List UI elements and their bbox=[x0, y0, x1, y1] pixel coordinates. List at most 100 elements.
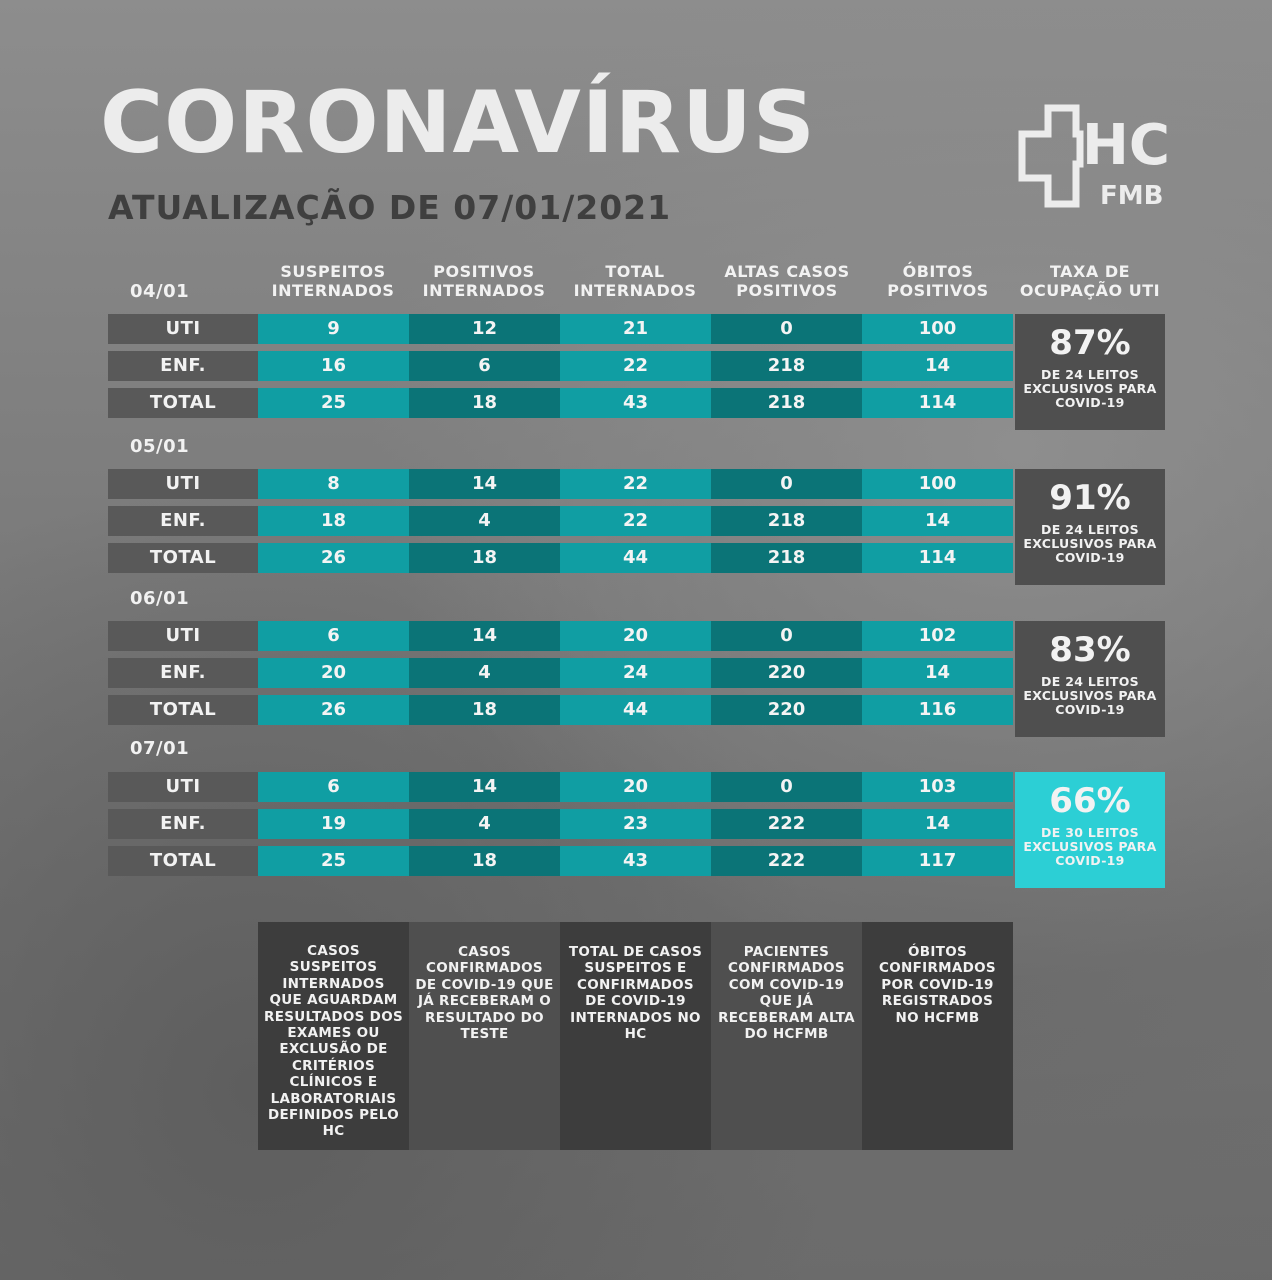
date-label: 07/01 bbox=[130, 738, 190, 759]
table-cell: 44 bbox=[560, 695, 711, 725]
table-cell: 14 bbox=[409, 469, 560, 499]
row-label: TOTAL bbox=[108, 388, 258, 418]
occupancy-percent: 66% bbox=[1049, 781, 1131, 821]
table-cell: 116 bbox=[862, 695, 1013, 725]
col-positivos-internados: POSITIVOS INTERNADOS bbox=[422, 262, 546, 300]
table-cell: 26 bbox=[258, 543, 409, 573]
occupancy-note: DE 24 LEITOS EXCLUSIVOS PARA COVID-19 bbox=[1023, 674, 1157, 717]
update-subtitle: ATUALIZAÇÃO DE 07/01/2021 bbox=[108, 188, 672, 227]
date-label: 04/01 bbox=[130, 281, 190, 302]
table-row: TOTAL 25 18 43 222 117 bbox=[108, 846, 1013, 876]
date-label: 05/01 bbox=[130, 436, 190, 457]
table-cell: 0 bbox=[711, 772, 862, 802]
row-label: UTI bbox=[108, 314, 258, 344]
table-cell: 114 bbox=[862, 543, 1013, 573]
table-cell: 19 bbox=[258, 809, 409, 839]
legend-total: TOTAL DE CASOS SUSPEITOS E CONFIRMADOS D… bbox=[560, 922, 711, 1150]
occupancy-box: 87% DE 24 LEITOS EXCLUSIVOS PARA COVID-19 bbox=[1015, 314, 1165, 430]
row-label: TOTAL bbox=[108, 846, 258, 876]
table-cell: 220 bbox=[711, 658, 862, 688]
table-cell: 24 bbox=[560, 658, 711, 688]
col-taxa-ocupacao-uti: TAXA DE OCUPAÇÃO UTI bbox=[1019, 262, 1161, 300]
table-cell: 20 bbox=[560, 772, 711, 802]
table-row: UTI 8 14 22 0 100 bbox=[108, 469, 1013, 499]
table-cell: 22 bbox=[560, 506, 711, 536]
table-row: ENF. 19 4 23 222 14 bbox=[108, 809, 1013, 839]
table-cell: 114 bbox=[862, 388, 1013, 418]
occupancy-note: DE 24 LEITOS EXCLUSIVOS PARA COVID-19 bbox=[1023, 522, 1157, 565]
table-cell: 18 bbox=[409, 695, 560, 725]
occupancy-box: 66% DE 30 LEITOS EXCLUSIVOS PARA COVID-19 bbox=[1015, 772, 1165, 888]
legend-suspeitos: CASOS SUSPEITOS INTERNADOS QUE AGUARDAM … bbox=[258, 922, 409, 1150]
table-cell: 220 bbox=[711, 695, 862, 725]
occupancy-percent: 91% bbox=[1049, 478, 1131, 518]
table-cell: 22 bbox=[560, 351, 711, 381]
row-label: ENF. bbox=[108, 658, 258, 688]
row-label: ENF. bbox=[108, 351, 258, 381]
table-cell: 12 bbox=[409, 314, 560, 344]
table-cell: 0 bbox=[711, 469, 862, 499]
table-cell: 218 bbox=[711, 543, 862, 573]
row-label: UTI bbox=[108, 621, 258, 651]
legend-altas: PACIENTES CONFIRMADOS COM COVID-19 QUE J… bbox=[711, 922, 862, 1150]
row-label: ENF. bbox=[108, 809, 258, 839]
table-cell: 6 bbox=[258, 772, 409, 802]
row-label: TOTAL bbox=[108, 695, 258, 725]
table-cell: 20 bbox=[560, 621, 711, 651]
table-cell: 25 bbox=[258, 846, 409, 876]
col-altas-casos-positivos: ALTAS CASOS POSITIVOS bbox=[724, 262, 850, 300]
col-suspeitos-internados: SUSPEITOS INTERNADOS bbox=[271, 262, 395, 300]
occupancy-box: 83% DE 24 LEITOS EXCLUSIVOS PARA COVID-19 bbox=[1015, 621, 1165, 737]
col-total-internados: TOTAL INTERNADOS bbox=[573, 262, 697, 300]
table-cell: 218 bbox=[711, 388, 862, 418]
table-cell: 43 bbox=[560, 846, 711, 876]
table-cell: 44 bbox=[560, 543, 711, 573]
table-cell: 117 bbox=[862, 846, 1013, 876]
table-row: TOTAL 26 18 44 220 116 bbox=[108, 695, 1013, 725]
table-row: UTI 9 12 21 0 100 bbox=[108, 314, 1013, 344]
table-cell: 4 bbox=[409, 658, 560, 688]
table-cell: 16 bbox=[258, 351, 409, 381]
table-row: ENF. 18 4 22 218 14 bbox=[108, 506, 1013, 536]
logo-fmb-text: FMB bbox=[1100, 181, 1163, 208]
table-cell: 14 bbox=[409, 772, 560, 802]
occupancy-note: DE 30 LEITOS EXCLUSIVOS PARA COVID-19 bbox=[1023, 825, 1157, 868]
table-cell: 222 bbox=[711, 809, 862, 839]
table-cell: 103 bbox=[862, 772, 1013, 802]
occupancy-percent: 87% bbox=[1049, 323, 1131, 363]
row-label: TOTAL bbox=[108, 543, 258, 573]
hcfmb-logo: HC FMB bbox=[1018, 104, 1168, 208]
table-cell: 18 bbox=[409, 543, 560, 573]
legend-obitos: ÓBITOS CONFIRMADOS POR COVID-19 REGISTRA… bbox=[862, 922, 1013, 1150]
table-cell: 18 bbox=[258, 506, 409, 536]
table-cell: 23 bbox=[560, 809, 711, 839]
table-cell: 8 bbox=[258, 469, 409, 499]
table-cell: 9 bbox=[258, 314, 409, 344]
page-title: CORONAVÍRUS bbox=[100, 73, 816, 173]
table-cell: 14 bbox=[862, 658, 1013, 688]
table-cell: 20 bbox=[258, 658, 409, 688]
table-cell: 218 bbox=[711, 351, 862, 381]
table-cell: 100 bbox=[862, 314, 1013, 344]
table-cell: 25 bbox=[258, 388, 409, 418]
row-label: UTI bbox=[108, 772, 258, 802]
logo-hc-text: HC bbox=[1082, 113, 1168, 178]
legend: CASOS SUSPEITOS INTERNADOS QUE AGUARDAM … bbox=[258, 922, 1013, 1150]
table-cell: 218 bbox=[711, 506, 862, 536]
table-row: ENF. 20 4 24 220 14 bbox=[108, 658, 1013, 688]
table-row: TOTAL 25 18 43 218 114 bbox=[108, 388, 1013, 418]
table-cell: 4 bbox=[409, 809, 560, 839]
table-cell: 102 bbox=[862, 621, 1013, 651]
table-cell: 6 bbox=[258, 621, 409, 651]
table-cell: 100 bbox=[862, 469, 1013, 499]
legend-positivos: CASOS CONFIRMADOS DE COVID-19 QUE JÁ REC… bbox=[409, 922, 560, 1150]
table-row: UTI 6 14 20 0 103 bbox=[108, 772, 1013, 802]
table-row: UTI 6 14 20 0 102 bbox=[108, 621, 1013, 651]
table-cell: 14 bbox=[862, 809, 1013, 839]
table-row: ENF. 16 6 22 218 14 bbox=[108, 351, 1013, 381]
table-cell: 21 bbox=[560, 314, 711, 344]
table-cell: 43 bbox=[560, 388, 711, 418]
row-label: UTI bbox=[108, 469, 258, 499]
table-cell: 0 bbox=[711, 314, 862, 344]
table-cell: 26 bbox=[258, 695, 409, 725]
